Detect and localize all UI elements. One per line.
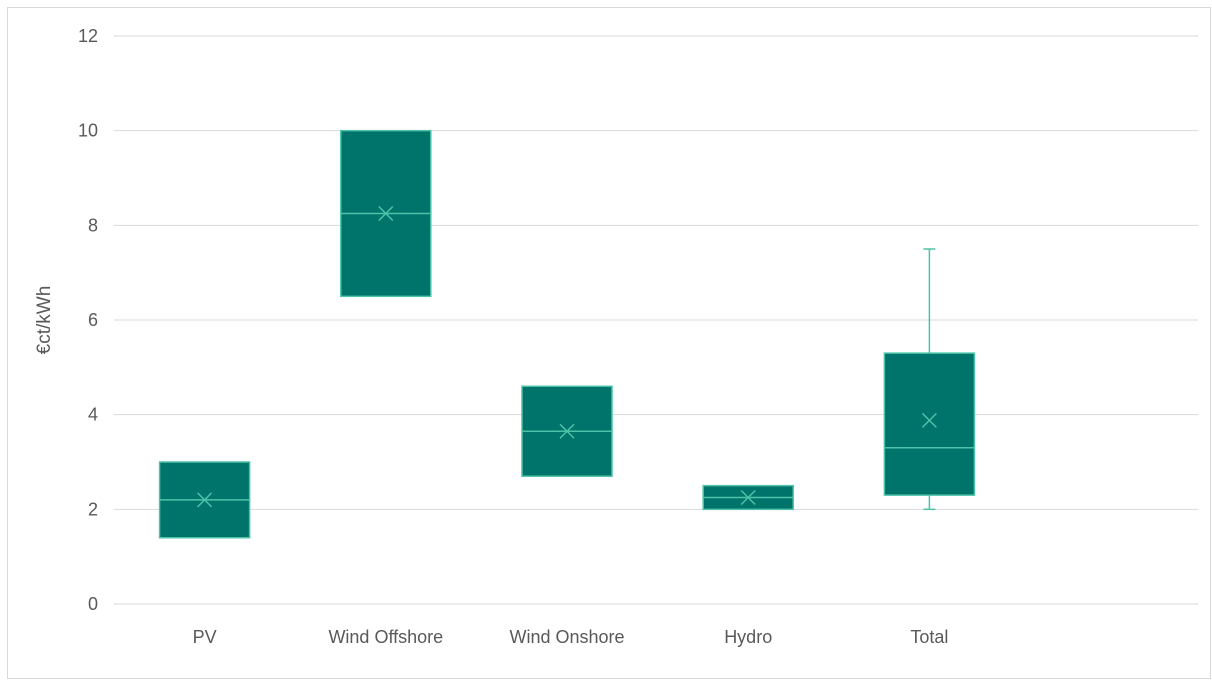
y-tick-label: 12: [78, 26, 98, 46]
mean-marker: [378, 205, 394, 222]
box-series: [158, 129, 976, 539]
x-tick-label: Wind Offshore: [328, 627, 443, 647]
x-tick-label: Hydro: [724, 627, 772, 647]
box-hydro: [702, 484, 794, 511]
chart-area: [7, 7, 1211, 679]
mean-marker: [740, 489, 756, 506]
y-axis-tick-labels: 0 2 4 6 8 10 12: [78, 26, 98, 614]
y-tick-label: 6: [88, 310, 98, 330]
box-wind-onshore: [521, 385, 613, 477]
y-tick-label: 10: [78, 121, 98, 141]
x-tick-label: PV: [193, 627, 217, 647]
mean-marker: [921, 412, 937, 428]
box-total: [883, 248, 976, 511]
x-tick-label: Wind Onshore: [509, 627, 624, 647]
x-tick-label: Total: [910, 627, 948, 647]
x-axis-tick-labels: PV Wind Offshore Wind Onshore Hydro Total: [193, 627, 949, 647]
y-tick-label: 4: [88, 405, 98, 425]
gridlines: [114, 35, 1198, 605]
y-tick-label: 2: [88, 499, 98, 519]
y-tick-label: 8: [88, 215, 98, 235]
box-wind-offshore: [340, 129, 432, 298]
box-pv: [158, 461, 251, 539]
y-axis-title: €ct/kWh: [34, 286, 55, 355]
mean-marker: [197, 492, 213, 508]
box-body: [883, 352, 976, 496]
mean-marker: [559, 423, 575, 439]
y-tick-label: 0: [88, 594, 98, 614]
